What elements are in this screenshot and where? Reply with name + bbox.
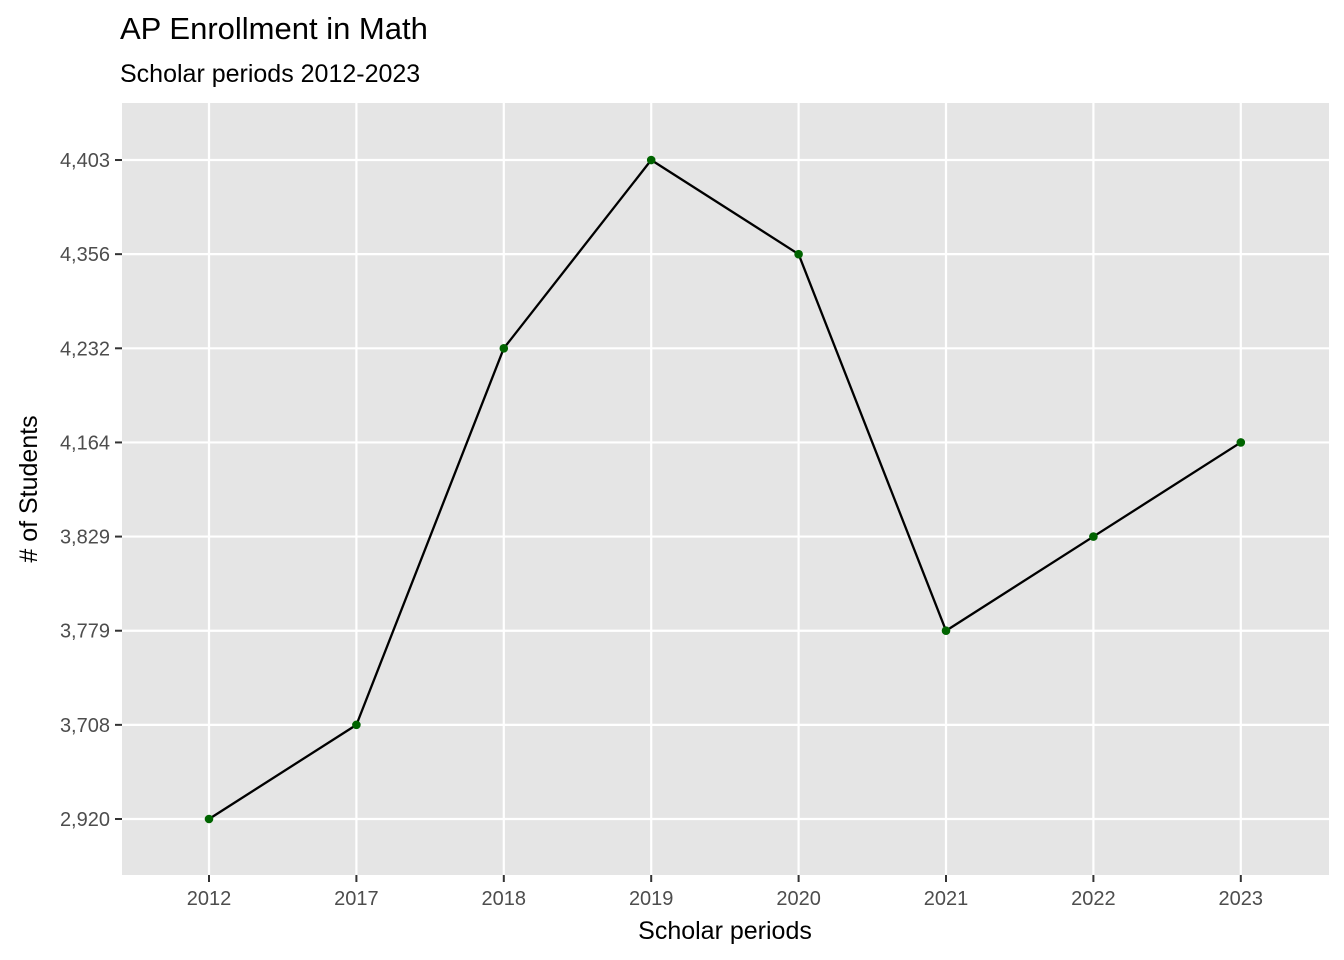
- y-tick-label: 2,920: [60, 809, 110, 831]
- data-point: [794, 249, 803, 259]
- y-tick-label: 3,779: [60, 621, 110, 643]
- chart-subtitle: Scholar periods 2012-2023: [120, 60, 420, 88]
- x-tick-label: 2020: [776, 888, 821, 910]
- y-tick-label: 4,164: [60, 432, 110, 454]
- x-tick-label: 2017: [334, 888, 379, 910]
- x-tick-label: 2021: [924, 888, 969, 910]
- x-axis: 2012 2017 2018 2019 2020 2021 2022 2023: [187, 875, 1263, 910]
- data-point: [499, 344, 509, 353]
- x-tick-label: 2022: [1071, 888, 1116, 910]
- data-points: [204, 155, 1246, 824]
- data-point: [1089, 532, 1098, 541]
- data-point: [1236, 438, 1246, 447]
- data-point: [941, 626, 951, 636]
- x-axis-title: Scholar periods: [638, 917, 812, 945]
- y-tick-label: 4,356: [60, 244, 110, 266]
- y-axis-title: # of Students: [15, 415, 43, 562]
- gridlines: [122, 103, 1329, 875]
- x-tick-label: 2012: [187, 888, 232, 910]
- x-tick-label: 2023: [1219, 888, 1264, 910]
- data-point: [352, 720, 361, 730]
- y-tick-label: 4,232: [60, 338, 110, 360]
- x-tick-label: 2019: [629, 888, 674, 910]
- series-line: [208, 158, 1242, 820]
- y-tick-label: 3,708: [60, 715, 110, 737]
- data-point: [646, 155, 656, 165]
- y-axis: 2,920 3,708 3,779 3,829 4,164 4,232 4,356 4,403: [60, 150, 122, 831]
- data-point: [204, 814, 214, 824]
- chart-title: AP Enrollment in Math: [120, 11, 428, 46]
- series-line-layer: [208, 158, 1242, 820]
- y-tick-label: 4,403: [60, 150, 110, 172]
- x-tick-label: 2018: [482, 888, 527, 910]
- y-tick-label: 3,829: [60, 527, 110, 549]
